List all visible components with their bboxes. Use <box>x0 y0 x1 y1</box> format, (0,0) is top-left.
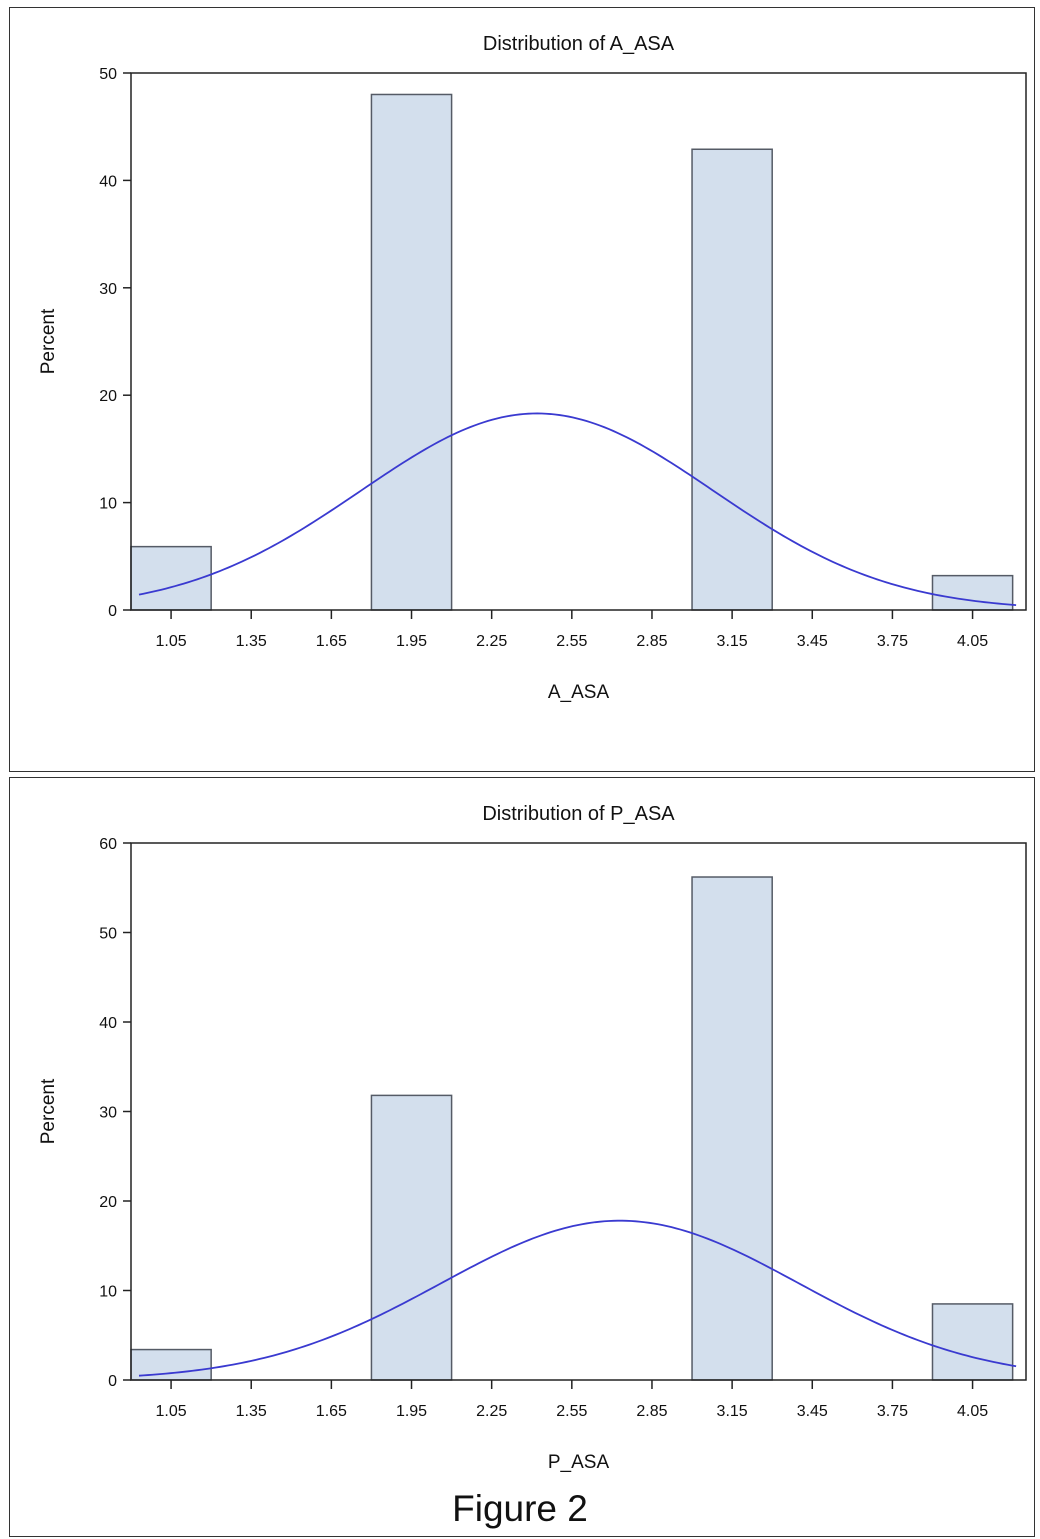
p-asa-x-tick-label-1.95: 1.95 <box>396 1403 427 1420</box>
a-asa-y-axis-label: Percent <box>38 308 59 374</box>
p-asa-bar-4 <box>931 1303 1014 1381</box>
a-asa-y-tick-label-40: 40 <box>99 173 117 190</box>
a-asa-y-tick-label-50: 50 <box>99 66 117 83</box>
a-asa-bar-4 <box>931 574 1014 611</box>
a-asa-chart-title: Distribution of A_ASA <box>483 33 675 55</box>
p-asa-bar-2 <box>370 1094 453 1381</box>
p-asa-x-tick-label-4.05: 4.05 <box>957 1403 988 1420</box>
a-asa-y-tick-label-0: 0 <box>108 603 117 620</box>
a-asa-x-tick-label-3.45: 3.45 <box>797 633 828 650</box>
p-asa-y-tick-label-30: 30 <box>99 1105 117 1122</box>
a-asa-bar-3 <box>691 148 773 611</box>
a-asa-x-tick-label-3.15: 3.15 <box>717 633 748 650</box>
p-asa-x-tick-label-3.15: 3.15 <box>717 1403 748 1420</box>
a-asa-x-tick-label-2.85: 2.85 <box>636 633 667 650</box>
a-asa-x-tick-label-3.75: 3.75 <box>877 633 908 650</box>
p-asa-y-axis-label: Percent <box>38 1078 59 1144</box>
histogram-chart-p-asa: Distribution of P_ASA 0 10 20 30 40 50 60 1.05 1.… <box>38 803 1027 1473</box>
histogram-panel-a-asa: Distribution of A_ASA 0 10 20 30 40 50 1.05 1.35… <box>9 7 1035 772</box>
a-asa-x-tick-label-1.35: 1.35 <box>236 633 267 650</box>
p-asa-y-tick-label-20: 20 <box>99 1194 117 1211</box>
a-asa-x-tick-label-2.25: 2.25 <box>476 633 507 650</box>
p-asa-y-tick-label-40: 40 <box>99 1015 117 1032</box>
p-asa-x-tick-label-1.35: 1.35 <box>236 1403 267 1420</box>
a-asa-x-tick-label-1.05: 1.05 <box>156 633 187 650</box>
p-asa-y-tick-label-0: 0 <box>108 1373 117 1390</box>
a-asa-plot-frame <box>130 72 1027 611</box>
p-asa-x-tick-label-3.45: 3.45 <box>797 1403 828 1420</box>
p-asa-plot-frame <box>130 842 1027 1381</box>
p-asa-x-tick-label-1.05: 1.05 <box>156 1403 187 1420</box>
p-asa-bar-3 <box>691 876 773 1381</box>
a-asa-bar-2 <box>370 93 453 611</box>
p-asa-x-tick-label-3.75: 3.75 <box>877 1403 908 1420</box>
p-asa-x-tick-label-2.25: 2.25 <box>476 1403 507 1420</box>
figure-caption: Figure 2 <box>452 1488 588 1529</box>
a-asa-y-tick-label-20: 20 <box>99 388 117 405</box>
p-asa-x-tick-label-1.65: 1.65 <box>316 1403 347 1420</box>
p-asa-x-axis-label: P_ASA <box>548 1452 610 1473</box>
p-asa-x-tick-label-2.85: 2.85 <box>636 1403 667 1420</box>
p-asa-y-tick-label-60: 60 <box>99 836 117 853</box>
a-asa-x-tick-label-2.55: 2.55 <box>556 633 587 650</box>
histogram-chart-a-asa: Distribution of A_ASA 0 10 20 30 40 50 1.05 1.35… <box>38 33 1027 703</box>
a-asa-y-tick-label-10: 10 <box>99 496 117 513</box>
a-asa-y-tick-label-30: 30 <box>99 281 117 298</box>
a-asa-normal-curve <box>138 412 1017 606</box>
a-asa-x-tick-label-1.65: 1.65 <box>316 633 347 650</box>
p-asa-x-tick-label-2.55: 2.55 <box>556 1403 587 1420</box>
a-asa-x-axis-label: A_ASA <box>548 682 610 703</box>
p-asa-chart-title: Distribution of P_ASA <box>482 803 675 825</box>
a-asa-x-tick-label-1.95: 1.95 <box>396 633 427 650</box>
p-asa-y-tick-label-10: 10 <box>99 1284 117 1301</box>
p-asa-y-tick-label-50: 50 <box>99 926 117 943</box>
histogram-panel-p-asa: Distribution of P_ASA 0 10 20 30 40 50 60 1.05 1.… <box>9 777 1035 1537</box>
a-asa-x-tick-label-4.05: 4.05 <box>957 633 988 650</box>
p-asa-normal-curve <box>138 1219 1017 1377</box>
